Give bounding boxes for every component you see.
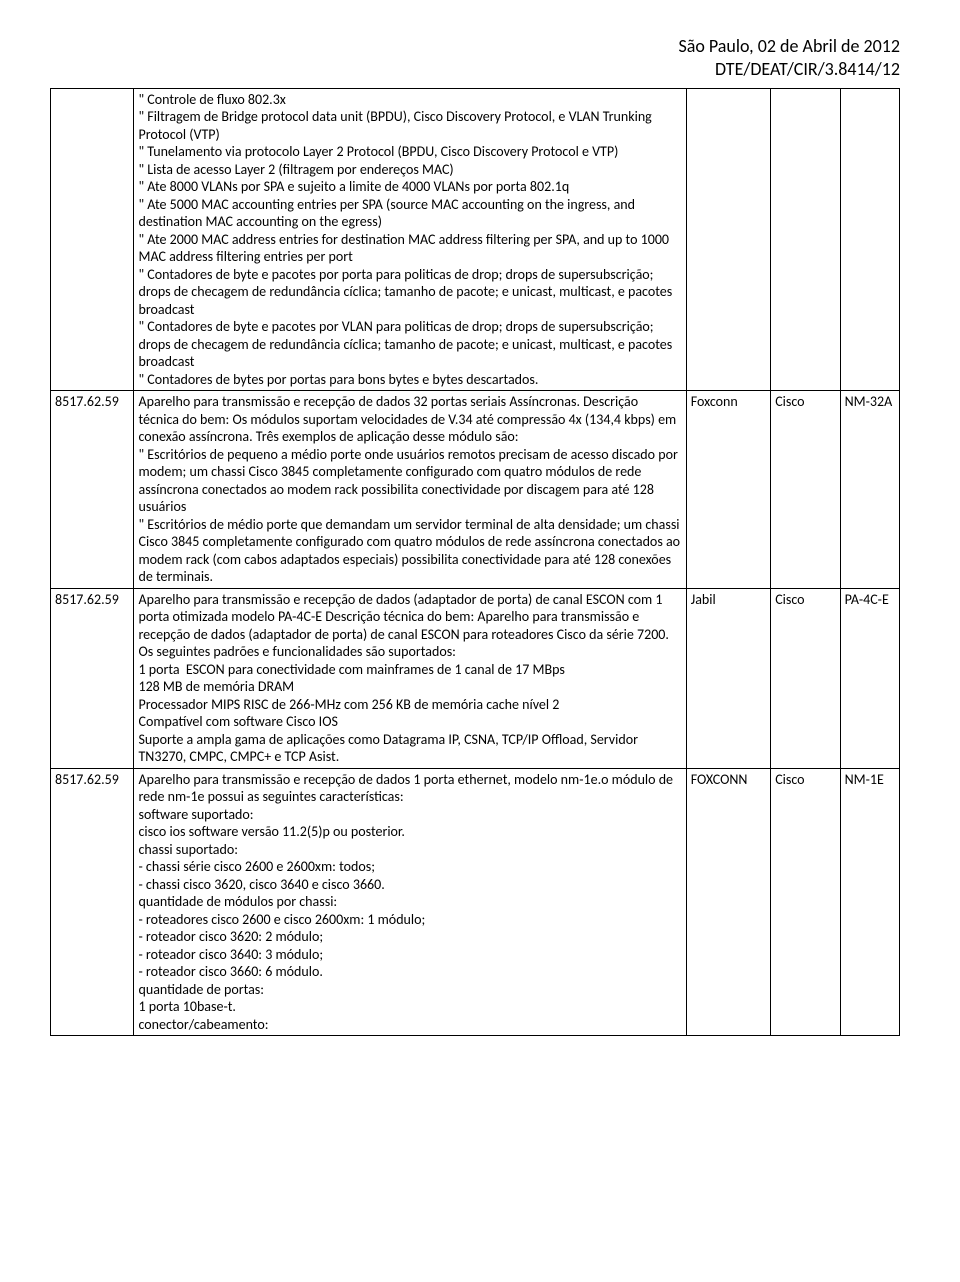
cell-model xyxy=(840,88,899,391)
table-row: 8517.62.59Aparelho para transmissão e re… xyxy=(51,588,900,768)
cell-brand: Cisco xyxy=(771,588,840,768)
cell-brand: Cisco xyxy=(771,768,840,1036)
cell-code: 8517.62.59 xyxy=(51,768,134,1036)
cell-code: 8517.62.59 xyxy=(51,391,134,589)
cell-manufacturer: FOXCONN xyxy=(686,768,770,1036)
cell-manufacturer: Jabil xyxy=(686,588,770,768)
cell-code: 8517.62.59 xyxy=(51,588,134,768)
cell-manufacturer: Foxconn xyxy=(686,391,770,589)
header-doc-ref: DTE/DEAT/CIR/3.8414/12 xyxy=(50,58,900,81)
cell-brand: Cisco xyxy=(771,391,840,589)
cell-brand xyxy=(771,88,840,391)
table-row: " Controle de fluxo 802.3x " Filtragem d… xyxy=(51,88,900,391)
header-location-date: São Paulo, 02 de Abril de 2012 xyxy=(50,35,900,58)
equipment-table: " Controle de fluxo 802.3x " Filtragem d… xyxy=(50,88,900,1037)
cell-description: Aparelho para transmissão e recepção de … xyxy=(134,768,686,1036)
cell-description: Aparelho para transmissão e recepção de … xyxy=(134,588,686,768)
cell-code xyxy=(51,88,134,391)
page-header: São Paulo, 02 de Abril de 2012 DTE/DEAT/… xyxy=(50,35,900,82)
cell-model: NM-1E xyxy=(840,768,899,1036)
cell-model: NM-32A xyxy=(840,391,899,589)
table-row: 8517.62.59Aparelho para transmissão e re… xyxy=(51,768,900,1036)
cell-manufacturer xyxy=(686,88,770,391)
cell-description: " Controle de fluxo 802.3x " Filtragem d… xyxy=(134,88,686,391)
cell-model: PA-4C-E xyxy=(840,588,899,768)
cell-description: Aparelho para transmissão e recepção de … xyxy=(134,391,686,589)
table-row: 8517.62.59Aparelho para transmissão e re… xyxy=(51,391,900,589)
